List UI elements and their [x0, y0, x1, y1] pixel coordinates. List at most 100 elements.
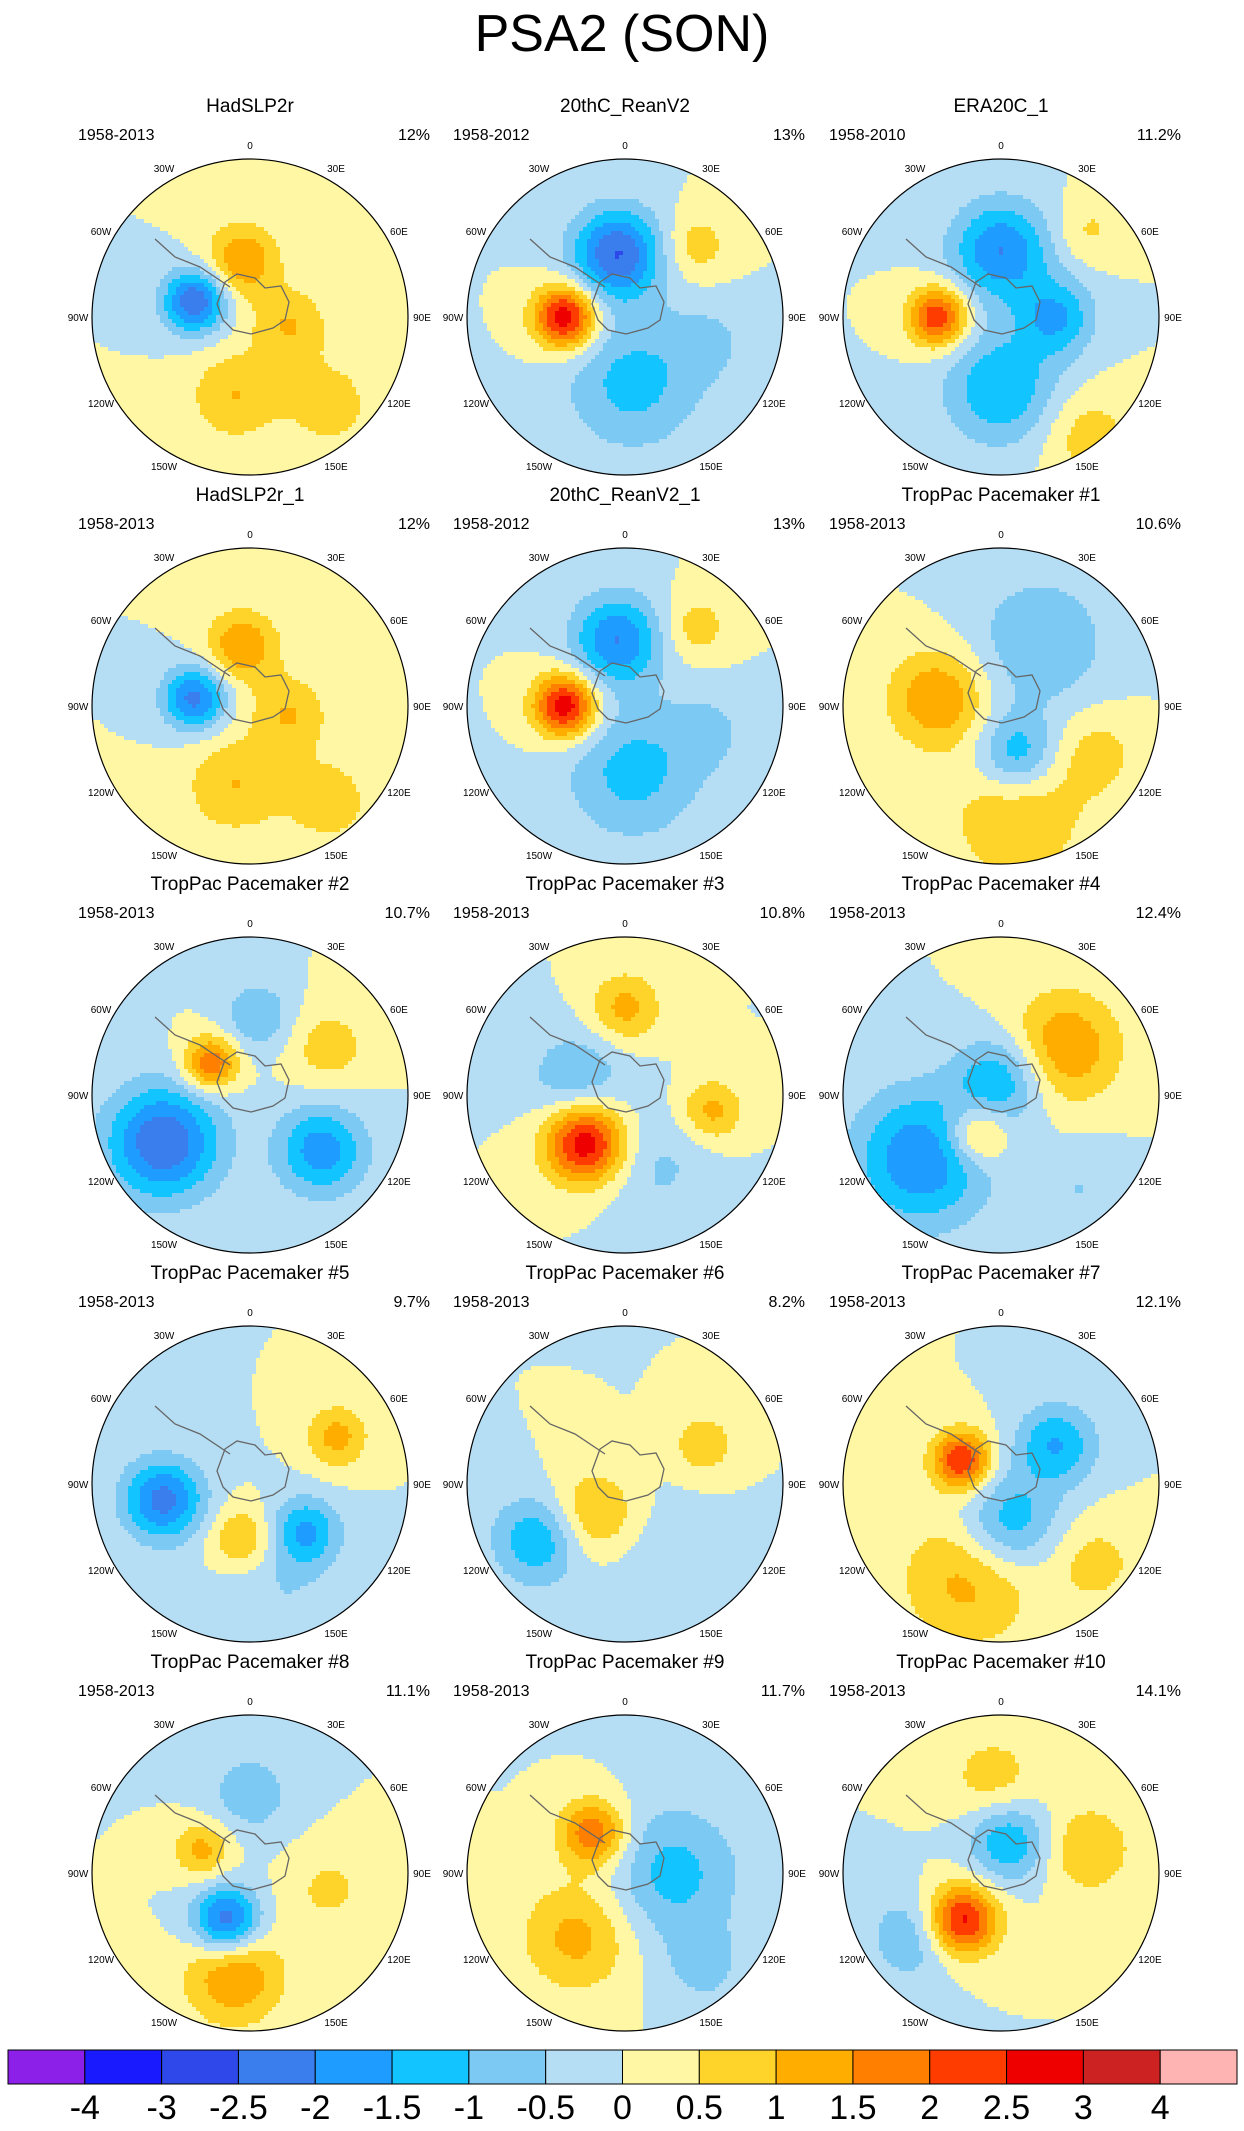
panel-period: 1958-2013 [829, 516, 906, 534]
longitude-label: 120E [387, 399, 411, 410]
contour-field [92, 1715, 409, 2032]
longitude-label: 60W [842, 227, 863, 238]
colorbar-tick-label: -0.5 [516, 2089, 575, 2127]
panel-period: 1958-2013 [78, 1683, 155, 1701]
longitude-label: 90W [819, 702, 840, 713]
panel-period: 1958-2013 [78, 127, 155, 145]
contour-field [843, 937, 1160, 1254]
longitude-label: 150W [151, 851, 178, 862]
longitude-label: 90W [443, 313, 464, 324]
longitude-label: 150E [324, 1240, 348, 1251]
panel-variance: 10.8% [760, 905, 805, 923]
longitude-label: 30W [154, 1720, 175, 1731]
longitude-label: 150E [1075, 1240, 1099, 1251]
longitude-label: 150E [699, 1240, 723, 1251]
panel-title: 20thC_ReanV2_1 [425, 484, 825, 508]
longitude-label: 60W [842, 1394, 863, 1405]
panel-period: 1958-2013 [829, 1683, 906, 1701]
longitude-label: 30W [154, 553, 175, 564]
colorbar-swatch [853, 2050, 930, 2084]
colorbar-swatch [238, 2050, 315, 2084]
colorbar-swatch [315, 2050, 392, 2084]
contour-field [92, 548, 409, 865]
panel-title: HadSLP2r [50, 95, 450, 119]
longitude-label: 120W [839, 1955, 866, 1966]
longitude-label: 30E [702, 553, 720, 564]
longitude-label: 0 [247, 1308, 253, 1319]
colorbar-swatch [1160, 2050, 1237, 2084]
longitude-label: 150E [1075, 1629, 1099, 1640]
polar-contour-map: 030E60E90E120E150E180150W120W90W60W30W [50, 95, 450, 485]
longitude-label: 120E [762, 399, 786, 410]
longitude-label: 120E [387, 1566, 411, 1577]
longitude-label: 120W [463, 399, 490, 410]
longitude-label: 30W [154, 942, 175, 953]
colorbar-tick-label: -2 [300, 2089, 330, 2127]
longitude-label: 30E [1078, 164, 1096, 175]
map-panel: 030E60E90E120E150E180150W120W90W60W30W20… [425, 95, 825, 485]
panel-title: TropPac Pacemaker #8 [50, 1651, 450, 1675]
colorbar-swatch [699, 2050, 776, 2084]
longitude-label: 30W [905, 553, 926, 564]
longitude-label: 60W [91, 1005, 112, 1016]
panel-title: TropPac Pacemaker #1 [801, 484, 1201, 508]
contour-field [92, 159, 409, 476]
longitude-label: 60W [842, 1783, 863, 1794]
panel-title: TropPac Pacemaker #10 [801, 1651, 1201, 1675]
longitude-label: 120W [839, 1566, 866, 1577]
longitude-label: 90E [1164, 1480, 1182, 1491]
longitude-label: 90W [68, 702, 89, 713]
longitude-label: 60E [1141, 227, 1159, 238]
longitude-label: 150E [324, 1629, 348, 1640]
colorbar-tick-label: 2.5 [983, 2089, 1030, 2127]
polar-contour-map: 030E60E90E120E150E180150W120W90W60W30W [801, 95, 1201, 485]
polar-contour-map: 030E60E90E120E150E180150W120W90W60W30W [801, 873, 1201, 1263]
longitude-label: 90W [819, 1480, 840, 1491]
panel-title: TropPac Pacemaker #7 [801, 1262, 1201, 1286]
panel-title: TropPac Pacemaker #4 [801, 873, 1201, 897]
colorbar-swatch [930, 2050, 1007, 2084]
longitude-label: 60W [91, 616, 112, 627]
contour-field [843, 548, 1160, 865]
panel-title: TropPac Pacemaker #5 [50, 1262, 450, 1286]
longitude-label: 0 [247, 919, 253, 930]
longitude-label: 150E [324, 2018, 348, 2029]
colorbar-tick-label: 1 [767, 2089, 786, 2127]
longitude-label: 150W [151, 1240, 178, 1251]
longitude-label: 150E [699, 1629, 723, 1640]
panel-variance: 8.2% [769, 1294, 805, 1312]
longitude-label: 60E [765, 616, 783, 627]
longitude-label: 120W [88, 1566, 115, 1577]
longitude-label: 150E [324, 462, 348, 473]
longitude-label: 120W [88, 1177, 115, 1188]
longitude-label: 30W [529, 942, 550, 953]
colorbar-tick-label: -4 [70, 2089, 100, 2127]
longitude-label: 0 [998, 141, 1004, 152]
longitude-label: 60W [466, 227, 487, 238]
longitude-label: 30E [327, 553, 345, 564]
longitude-label: 150W [902, 851, 929, 862]
longitude-label: 30W [905, 1720, 926, 1731]
colorbar-swatch [1083, 2050, 1160, 2084]
longitude-label: 120E [1138, 788, 1162, 799]
polar-contour-map: 030E60E90E120E150E180150W120W90W60W30W [801, 484, 1201, 874]
longitude-label: 150E [699, 851, 723, 862]
longitude-label: 30E [1078, 553, 1096, 564]
longitude-label: 90W [68, 1480, 89, 1491]
map-panel: 030E60E90E120E150E180150W120W90W60W30WER… [801, 95, 1201, 485]
colorbar-tick-label: -1 [454, 2089, 484, 2127]
panel-variance: 12.4% [1136, 905, 1181, 923]
colorbar-tick-label: -1.5 [363, 2089, 422, 2127]
panel-variance: 10.6% [1136, 516, 1181, 534]
polar-contour-map: 030E60E90E120E150E180150W120W90W60W30W [425, 873, 825, 1263]
colorbar-tick-label: 0.5 [676, 2089, 723, 2127]
longitude-label: 0 [622, 1697, 628, 1708]
longitude-label: 0 [622, 141, 628, 152]
polar-contour-map: 030E60E90E120E150E180150W120W90W60W30W [425, 1262, 825, 1652]
map-panel: 030E60E90E120E150E180150W120W90W60W30WTr… [801, 1262, 1201, 1652]
colorbar-tick-label: -2.5 [209, 2089, 268, 2127]
contour-field [467, 1715, 784, 2032]
longitude-label: 30E [327, 1720, 345, 1731]
longitude-label: 0 [998, 1308, 1004, 1319]
longitude-label: 150W [902, 1240, 929, 1251]
